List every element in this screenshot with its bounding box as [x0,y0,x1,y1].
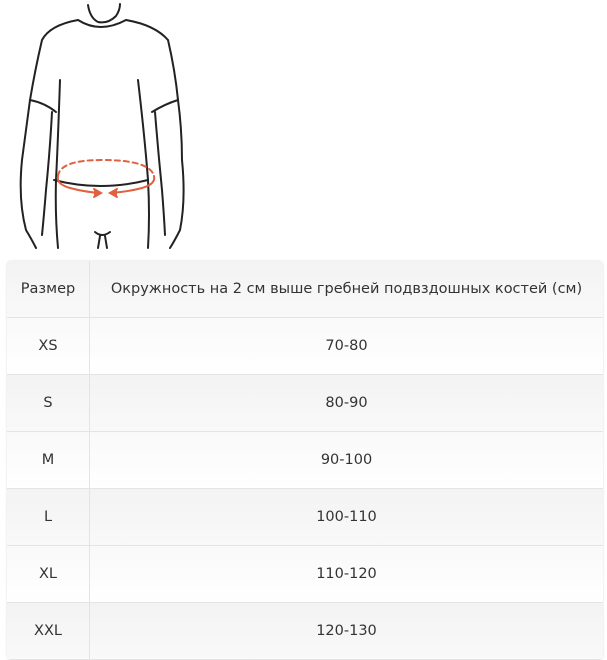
size-cell: S [7,374,90,432]
range-cell: 110-120 [89,545,603,603]
range-cell: 100-110 [89,488,603,546]
header-size: Размер [7,261,90,318]
table-row: XXL 120-130 [7,602,603,660]
header-circumference: Окружность на 2 см выше гребней подвздош… [89,261,603,318]
table-row: XL 110-120 [7,545,603,603]
table-header-row: Размер Окружность на 2 см выше гребней п… [7,261,603,318]
size-cell: XL [7,545,90,603]
size-cell: XXL [7,602,90,660]
range-cell: 90-100 [89,431,603,489]
size-chart-table: Размер Окружность на 2 см выше гребней п… [7,261,603,660]
range-cell: 70-80 [89,317,603,375]
table-row: S 80-90 [7,374,603,432]
table-row: L 100-110 [7,488,603,546]
size-cell: L [7,488,90,546]
size-cell: M [7,431,90,489]
table-row: XS 70-80 [7,317,603,375]
range-cell: 120-130 [89,602,603,660]
size-cell: XS [7,317,90,375]
range-cell: 80-90 [89,374,603,432]
waist-measurement-illustration [19,3,185,249]
table-row: M 90-100 [7,431,603,489]
